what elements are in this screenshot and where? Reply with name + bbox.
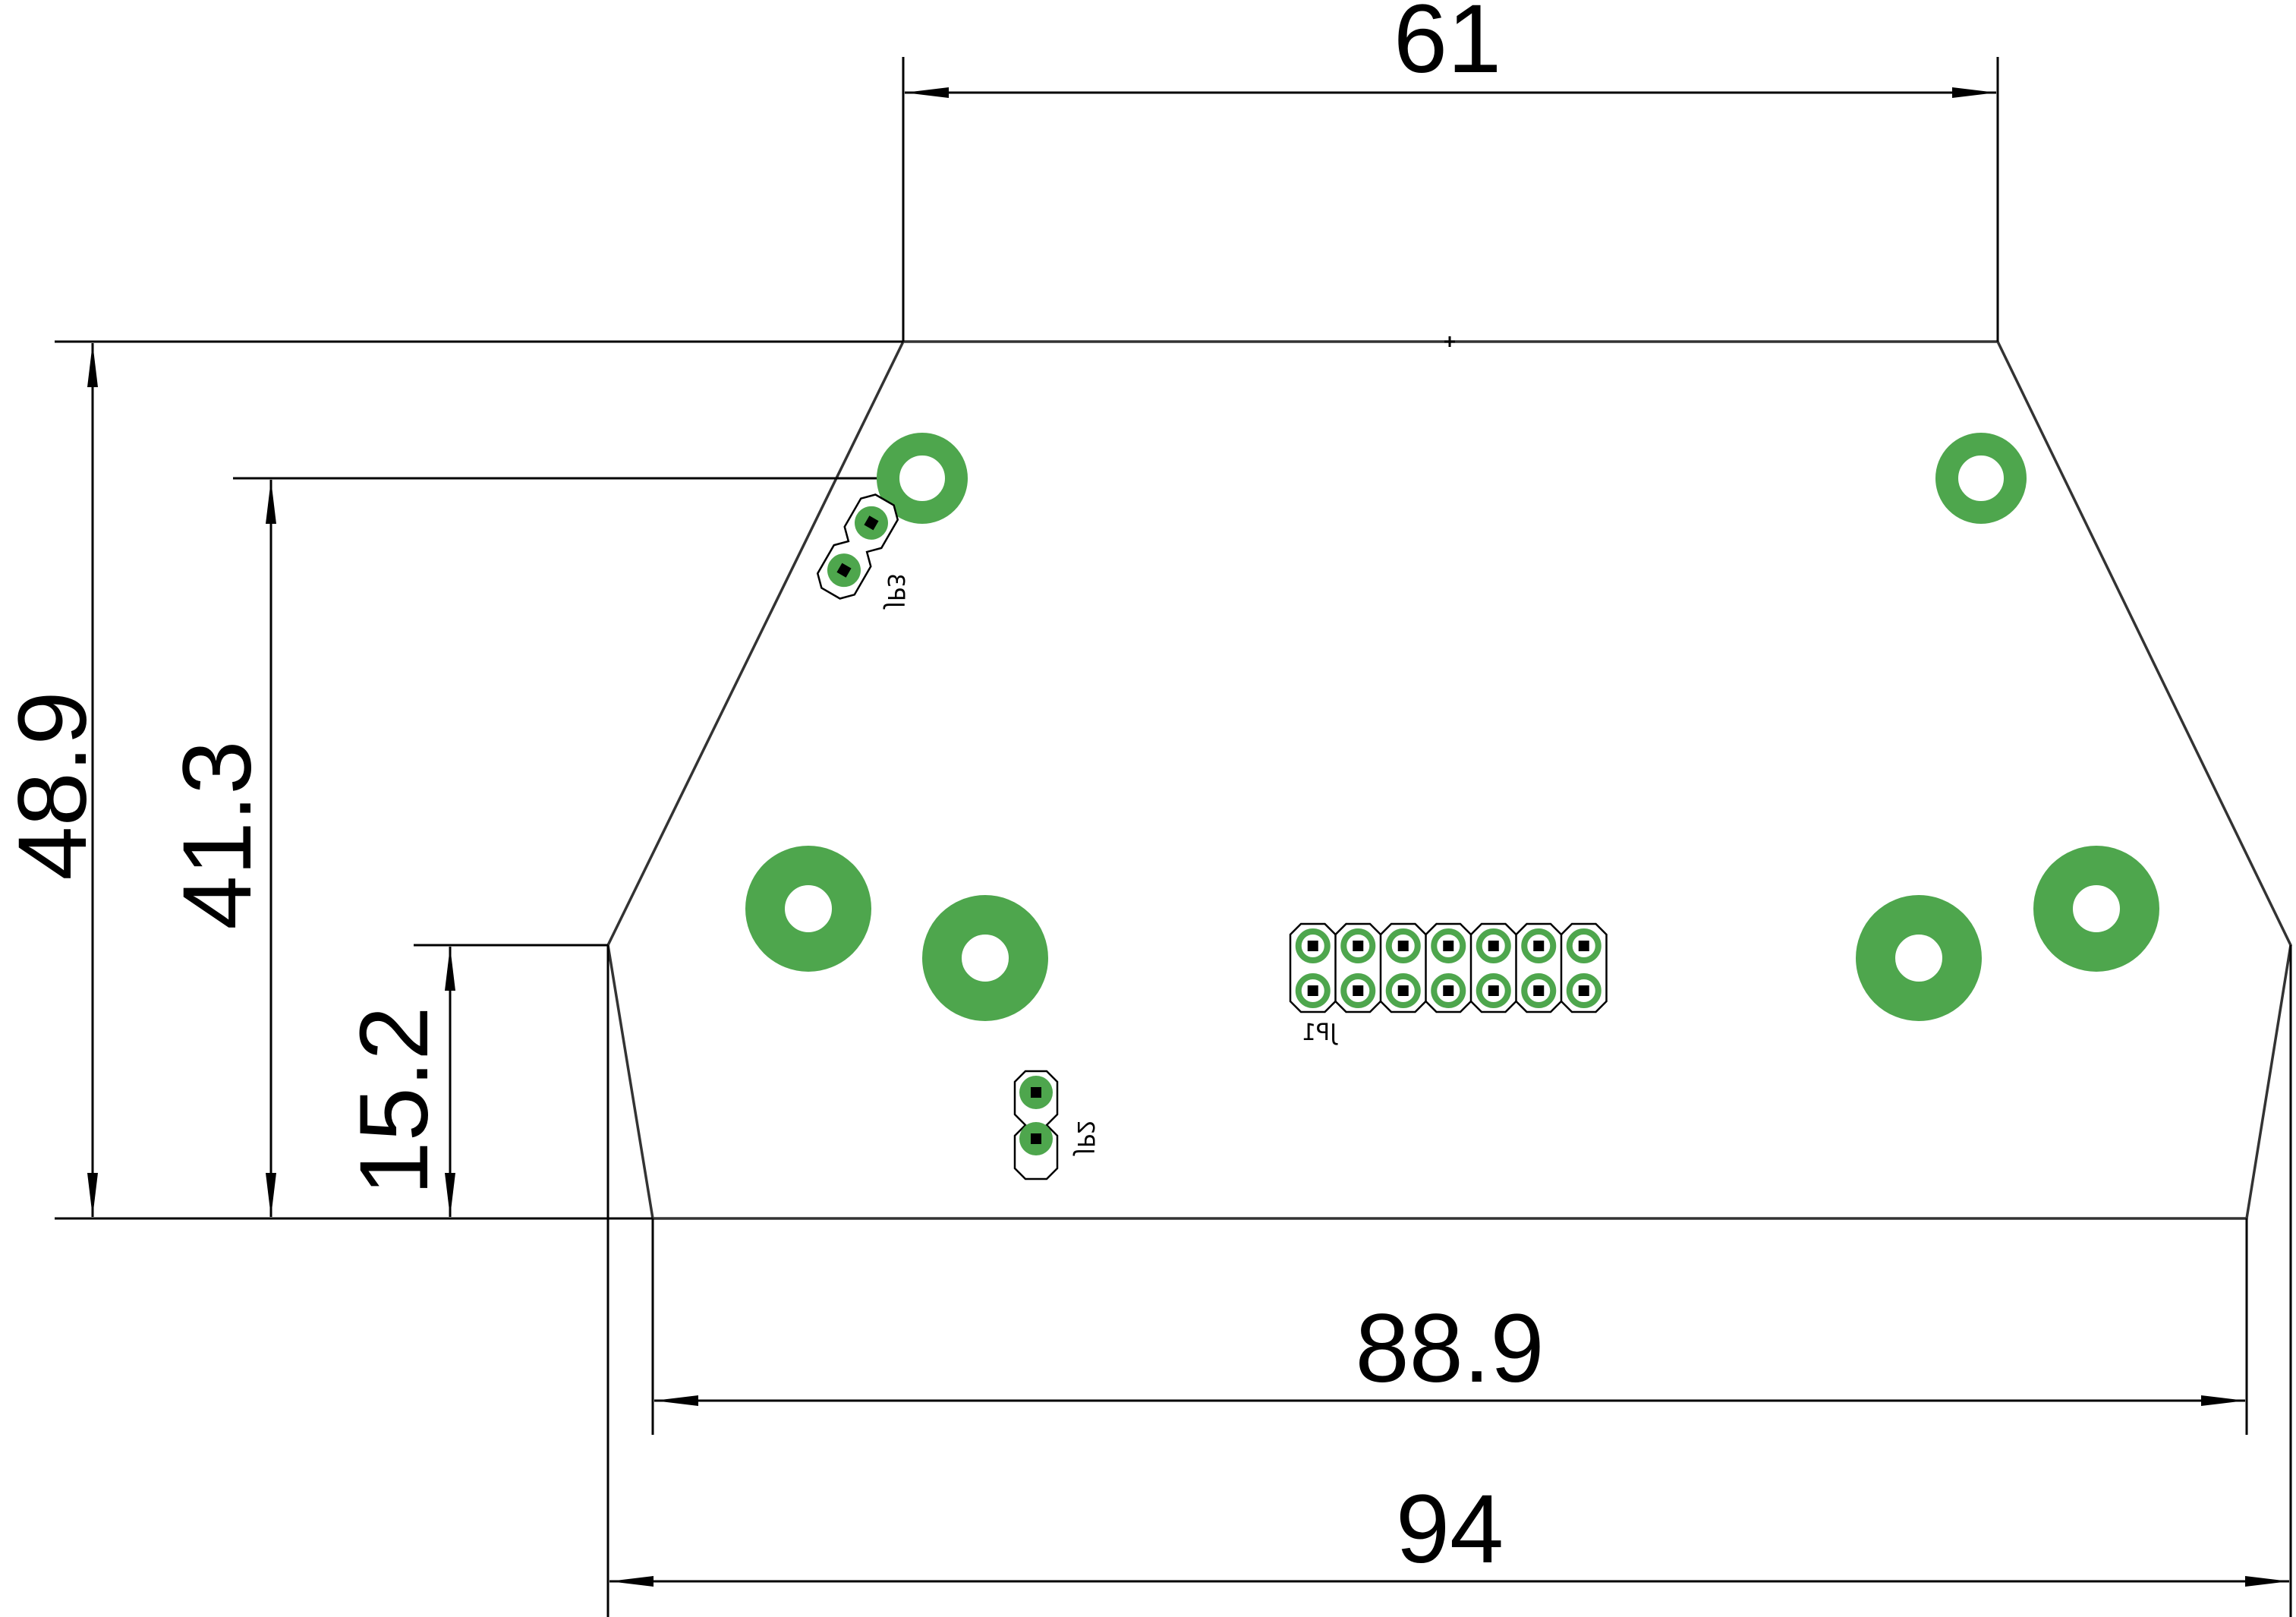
jp1-pin-pad (1353, 941, 1364, 951)
jp1-pin-pad (1353, 985, 1364, 996)
jp1-label: JP1 (1302, 1020, 1338, 1046)
mounting-hole (2033, 846, 2159, 972)
jp1-pin-pad (1443, 985, 1454, 996)
extension-lines (55, 57, 2292, 1617)
mounting-hole (745, 846, 871, 972)
mounting-hole (1856, 895, 1982, 1021)
jp3-connector (816, 493, 899, 600)
jp3-label: JP3 (882, 573, 909, 610)
jp2-label: JP2 (1072, 1120, 1098, 1156)
dim-hole-height: 41.3 (163, 740, 272, 929)
mounting-hole (1935, 433, 2027, 524)
jp1-pin-pad (1533, 941, 1545, 951)
origin-mark (1444, 336, 1455, 347)
dim-side-height: 15.2 (340, 1006, 449, 1195)
dim-top-width: 61 (1394, 0, 1501, 93)
jp1-pin-pad (1397, 985, 1409, 996)
board-outline (606, 340, 2292, 1220)
jp1-pin-pad (1307, 985, 1318, 996)
jp1-pin-pad (1533, 985, 1545, 996)
jp1-pin-pad (1397, 941, 1409, 951)
dim-bottom-inner: 88.9 (1355, 1294, 1544, 1403)
jp1-connector (1289, 922, 1608, 1013)
jp1-pin-pad (1488, 941, 1499, 951)
jp1-pin-pad (1578, 941, 1589, 951)
jp2-connector (1013, 1070, 1059, 1180)
mounting-hole (922, 895, 1048, 1021)
mounting-hole (877, 433, 968, 524)
dim-total-height: 48.9 (0, 691, 107, 880)
dim-bottom-outer: 94 (1396, 1475, 1504, 1584)
jp1-pin-pad (1578, 985, 1589, 996)
jp1-pin-pad (1488, 985, 1499, 996)
jp1-pin-pad (1307, 941, 1318, 951)
jp1-pin-pad (1443, 941, 1454, 951)
mounting-holes (745, 433, 2159, 1021)
